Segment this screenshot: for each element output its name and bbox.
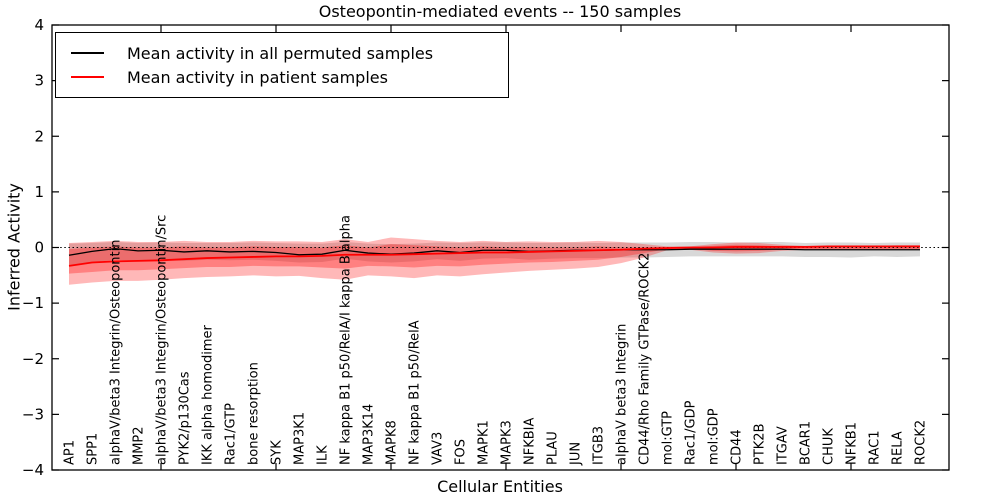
x-tick-label: VAV3 [431, 432, 446, 465]
y-tick-label: −1 [22, 294, 44, 312]
y-tick-label: −3 [22, 405, 44, 423]
x-tick-label: alphaV beta3 Integrin [615, 324, 630, 465]
y-tick-label: 3 [34, 72, 44, 90]
x-tick-label: PTK2B [753, 424, 768, 466]
x-tick-label: ROCK2 [914, 420, 929, 465]
x-tick-label: IKK alpha homodimer [201, 324, 216, 465]
x-tick-label: MMP2 [132, 426, 147, 465]
x-tick-label: CD44 [730, 429, 745, 465]
x-tick-label: PLAU [546, 431, 561, 465]
x-tick-label: SYK [270, 440, 285, 465]
x-tick-label: MAP3K1 [293, 412, 308, 465]
x-tick-label: RELA [891, 431, 906, 465]
x-tick-label: CD44/Rho Family GTPase/ROCK2 [638, 253, 653, 465]
y-tick-label: −2 [22, 350, 44, 368]
x-tick-label: NF kappa B1 p50/RelA [408, 320, 423, 465]
x-tick-label: JUN [569, 442, 584, 466]
x-tick-label: ILK [316, 445, 331, 465]
x-tick-label: FOS [454, 439, 469, 465]
x-tick-label: ITGB3 [592, 426, 607, 465]
x-tick-label: MAPK3 [500, 420, 515, 465]
legend-label-permuted: Mean activity in all permuted samples [127, 43, 434, 63]
x-tick-label: alphaV/beta3 Integrin/Osteopontin [109, 240, 124, 465]
x-tick-label: MAP3K14 [362, 404, 377, 465]
y-tick-label: −4 [22, 461, 44, 479]
legend-label-patient: Mean activity in patient samples [127, 67, 388, 87]
legend-item-patient: Mean activity in patient samples [71, 65, 500, 89]
y-tick-label: 2 [34, 127, 44, 145]
permuted-line-swatch [71, 52, 104, 54]
y-tick-label: 4 [34, 16, 44, 34]
x-tick-label: PYK2/p130Cas [178, 371, 193, 465]
series-line-0 [68, 247, 920, 256]
patient-samples-inner-band [69, 244, 920, 274]
x-tick-label: Rac1/GTP [224, 403, 239, 465]
x-tick-label: ITGAV [776, 426, 791, 465]
x-tick-label: bone resorption [247, 362, 262, 465]
x-axis-label: Cellular Entities [437, 477, 563, 496]
x-tick-label: MAPK8 [385, 420, 400, 465]
y-tick-label: 0 [34, 239, 44, 257]
x-tick-label: NFKBIA [523, 418, 538, 465]
y-tick-label: 1 [34, 183, 44, 201]
chart-title: Osteopontin-mediated events -- 150 sampl… [318, 2, 682, 21]
series-line-1 [68, 245, 920, 267]
x-tick-label: NFKB1 [845, 422, 860, 465]
x-tick-label: RAC1 [868, 430, 883, 465]
legend-item-permuted: Mean activity in all permuted samples [71, 41, 500, 65]
x-tick-label: AP1 [63, 440, 78, 465]
patient-line-swatch [71, 76, 104, 78]
x-tick-label: NF kappa B1 p50/RelA/I kappa B alpha [339, 215, 354, 465]
y-axis-label: Inferred Activity [4, 183, 24, 311]
legend: Mean activity in all permuted samples Me… [55, 32, 509, 98]
x-tick-label: Rac1/GDP [684, 400, 699, 465]
x-tick-label: CHUK [822, 428, 837, 465]
x-tick-label: mol:GTP [661, 411, 676, 465]
x-tick-label: BCAR1 [799, 421, 814, 465]
x-tick-label: MAPK1 [477, 420, 492, 465]
x-tick-label: alphaV/beta3 Integrin/Osteopontin/Src [155, 215, 170, 465]
x-tick-label: mol:GDP [707, 408, 722, 465]
x-tick-label: SPP1 [86, 433, 101, 465]
